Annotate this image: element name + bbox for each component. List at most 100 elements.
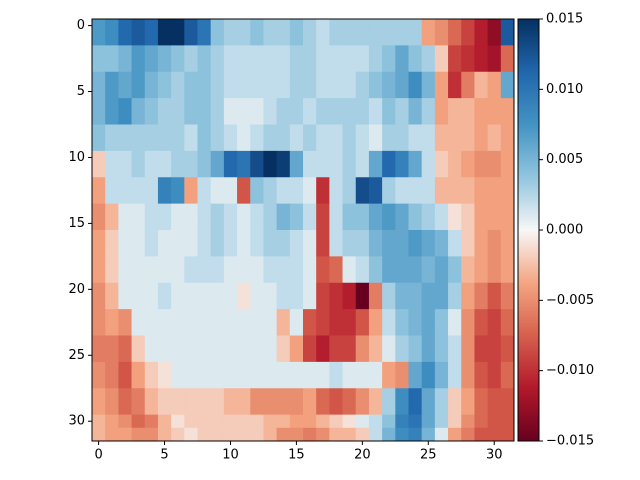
heatmap-cell	[223, 414, 238, 429]
heatmap-cell	[105, 45, 119, 59]
heatmap-cell	[461, 401, 475, 416]
heatmap-cell	[184, 32, 198, 46]
heatmap-cell	[342, 216, 357, 231]
heatmap-cell	[250, 216, 264, 231]
heatmap-cell	[500, 375, 515, 389]
heatmap-cell	[157, 84, 172, 99]
heatmap-cell	[329, 71, 343, 86]
heatmap-cell	[316, 98, 330, 112]
heatmap-cell	[461, 98, 475, 112]
heatmap-cell	[197, 401, 212, 416]
heatmap-cell	[368, 243, 383, 257]
heatmap-cell	[210, 190, 225, 205]
heatmap-cell	[448, 230, 462, 244]
heatmap-cell	[118, 375, 132, 389]
heatmap-cell	[276, 230, 291, 244]
heatmap-cell	[210, 98, 225, 112]
heatmap-cell	[171, 427, 185, 442]
heatmap-cell	[237, 71, 251, 86]
heatmap-cell	[197, 190, 212, 205]
heatmap-cell	[263, 98, 278, 112]
heatmap-cell	[105, 124, 119, 139]
heatmap-cell	[210, 427, 225, 442]
heatmap-cell	[316, 45, 330, 59]
heatmap-cell	[144, 45, 159, 59]
heatmap-cell	[197, 348, 212, 363]
heatmap-cell	[131, 45, 146, 59]
heatmap-cell	[395, 401, 409, 416]
heatmap-cell	[382, 414, 396, 429]
heatmap-cell	[118, 388, 132, 402]
heatmap-cell	[197, 137, 212, 152]
heatmap-cell	[434, 84, 449, 99]
heatmap-cell	[487, 243, 502, 257]
heatmap-cell	[289, 164, 304, 178]
heatmap-cell	[303, 427, 317, 442]
heatmap-cell	[118, 203, 132, 218]
heatmap-cell	[382, 243, 396, 257]
heatmap-cell	[105, 177, 119, 191]
heatmap-cell	[197, 243, 212, 257]
heatmap-cell	[487, 203, 502, 218]
heatmap-cell	[289, 295, 304, 310]
heatmap-cell	[144, 269, 159, 284]
heatmap-cell	[368, 322, 383, 336]
heatmap-cell	[434, 111, 449, 125]
heatmap-cell	[144, 137, 159, 152]
heatmap-cell	[448, 177, 462, 191]
heatmap-cell	[210, 322, 225, 336]
heatmap-cell	[118, 216, 132, 231]
heatmap-cell	[461, 414, 475, 429]
heatmap-cell	[105, 71, 119, 86]
heatmap-cell	[303, 71, 317, 86]
heatmap-cell	[316, 388, 330, 402]
heatmap-cell	[448, 401, 462, 416]
heatmap-cell	[118, 282, 132, 297]
heatmap-cell	[316, 256, 330, 270]
heatmap-cell	[329, 375, 343, 389]
heatmap-cell	[355, 309, 370, 323]
heatmap-cell	[500, 32, 515, 46]
heatmap-cell	[329, 230, 343, 244]
heatmap-cell	[184, 348, 198, 363]
heatmap-cell	[303, 282, 317, 297]
heatmap-cell	[223, 164, 238, 178]
heatmap-cell	[461, 335, 475, 350]
heatmap-cell	[223, 84, 238, 99]
heatmap-cell	[329, 216, 343, 231]
heatmap-cell	[487, 388, 502, 402]
heatmap-cell	[250, 243, 264, 257]
heatmap-cell	[395, 98, 409, 112]
heatmap-cell	[382, 361, 396, 376]
heatmap-cell	[131, 203, 146, 218]
heatmap-cell	[144, 427, 159, 442]
heatmap-cell	[329, 84, 343, 99]
heatmap-cell	[171, 388, 185, 402]
heatmap-cell	[250, 361, 264, 376]
heatmap-cell	[382, 124, 396, 139]
heatmap-cell	[448, 309, 462, 323]
heatmap-cell	[316, 322, 330, 336]
heatmap-cell	[276, 150, 291, 165]
heatmap-cell	[434, 137, 449, 152]
heatmap-cell	[263, 32, 278, 46]
heatmap-cell	[289, 282, 304, 297]
heatmap-cell	[395, 388, 409, 402]
heatmap-cell	[355, 427, 370, 442]
heatmap-cell	[329, 361, 343, 376]
heatmap-cell	[263, 322, 278, 336]
heatmap-cell	[237, 216, 251, 231]
heatmap-cell	[474, 269, 489, 284]
heatmap-cell	[395, 309, 409, 323]
heatmap-cell	[157, 414, 172, 429]
heatmap-cell	[184, 203, 198, 218]
heatmap-cell	[131, 111, 146, 125]
heatmap-cell	[157, 203, 172, 218]
heatmap-cell	[171, 309, 185, 323]
heatmap-cell	[171, 111, 185, 125]
heatmap-cell	[382, 335, 396, 350]
heatmap-cell	[184, 190, 198, 205]
heatmap-cell	[355, 401, 370, 416]
heatmap-cell	[144, 388, 159, 402]
heatmap-cell	[434, 269, 449, 284]
